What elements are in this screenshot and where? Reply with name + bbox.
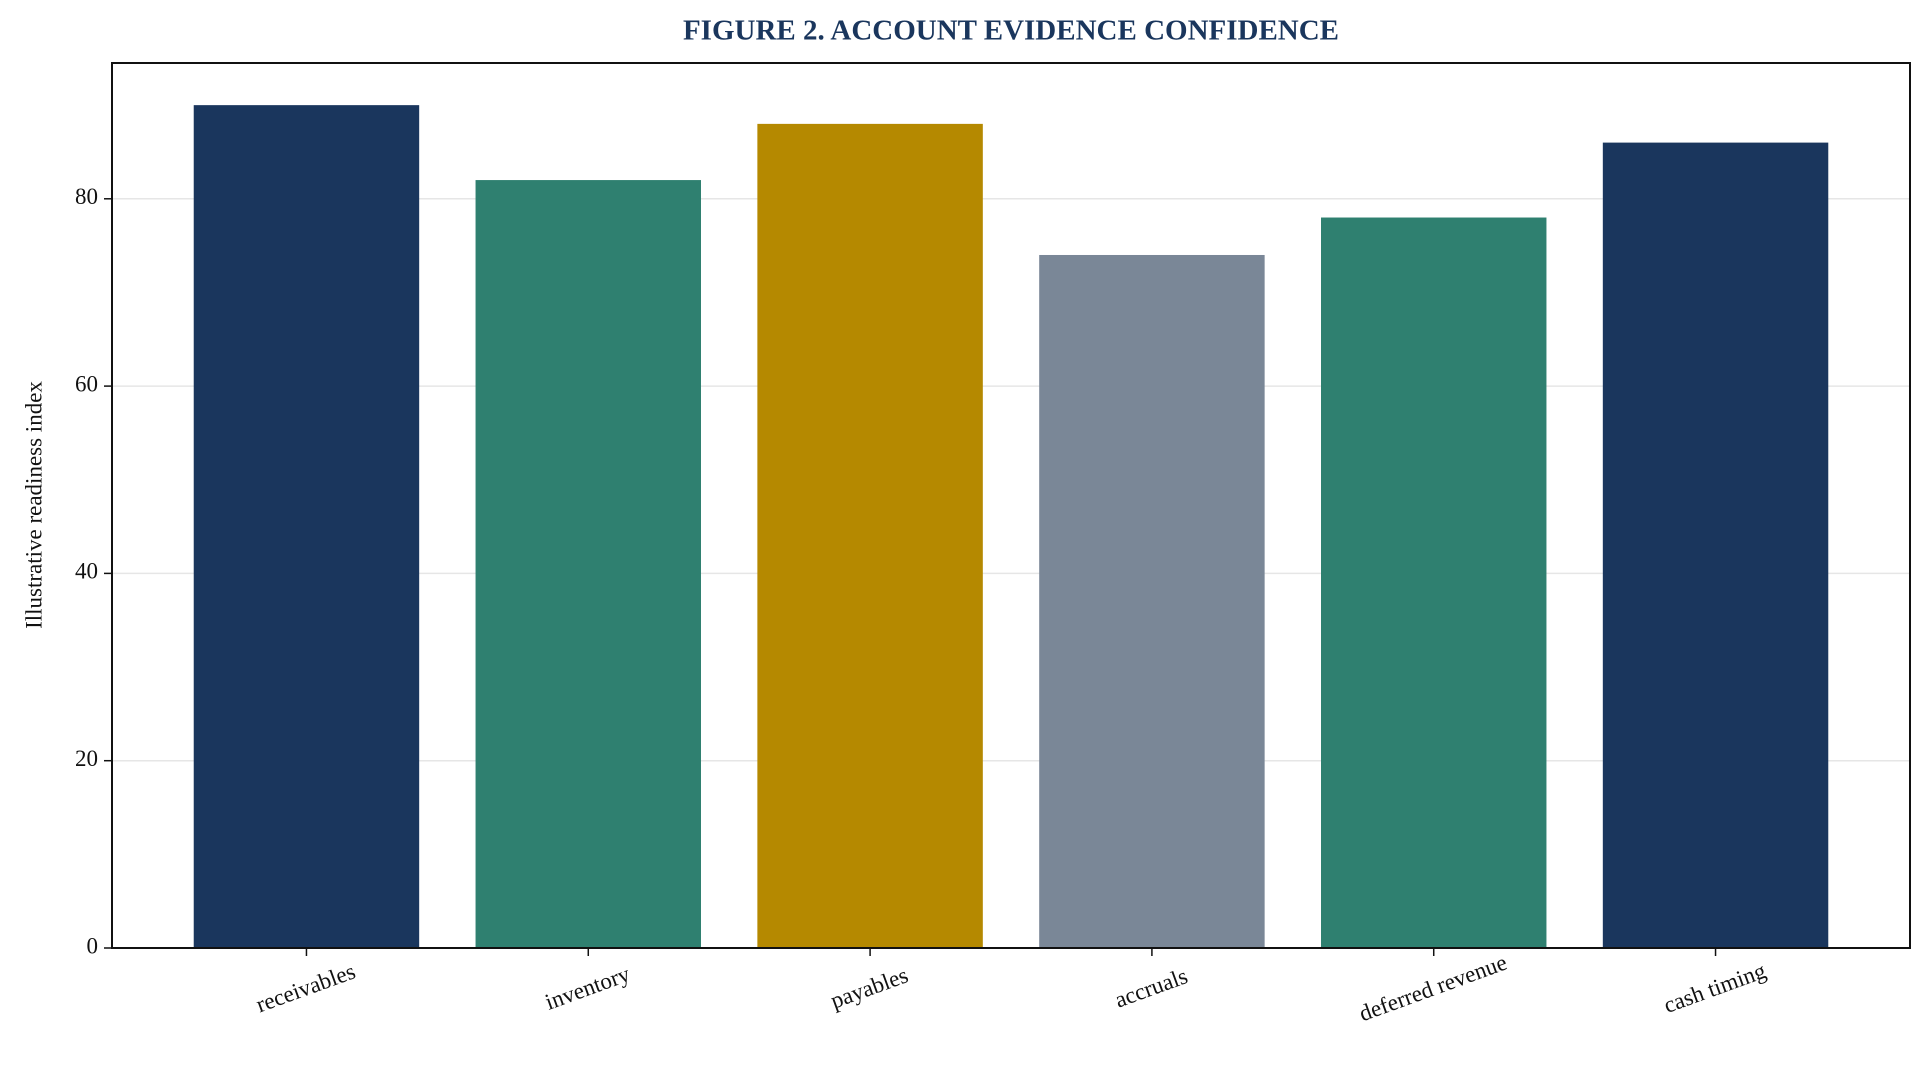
x-tick-label: inventory bbox=[542, 961, 634, 1015]
x-tick-label: deferred revenue bbox=[1356, 950, 1510, 1027]
bar bbox=[757, 123, 983, 948]
x-tick-label: accruals bbox=[1111, 963, 1190, 1012]
bar bbox=[1321, 217, 1547, 948]
y-axis-label: Illustrative readiness index bbox=[21, 381, 46, 629]
bar bbox=[1039, 254, 1265, 948]
bar bbox=[193, 105, 420, 948]
plot-frame bbox=[111, 62, 1911, 949]
bar bbox=[475, 180, 701, 949]
y-tick-label: 80 bbox=[75, 184, 98, 209]
bar bbox=[1602, 142, 1829, 949]
x-tick-label: payables bbox=[827, 962, 911, 1013]
y-tick-label: 40 bbox=[75, 559, 98, 584]
y-tick-label: 0 bbox=[87, 933, 99, 958]
x-tick-label: cash timing bbox=[1660, 958, 1769, 1018]
chart-title: FIGURE 2. ACCOUNT EVIDENCE CONFIDENCE bbox=[683, 15, 1339, 47]
x-tick-label: receivables bbox=[253, 958, 359, 1017]
y-tick-label: 20 bbox=[75, 746, 98, 771]
y-tick-label: 60 bbox=[75, 371, 98, 396]
